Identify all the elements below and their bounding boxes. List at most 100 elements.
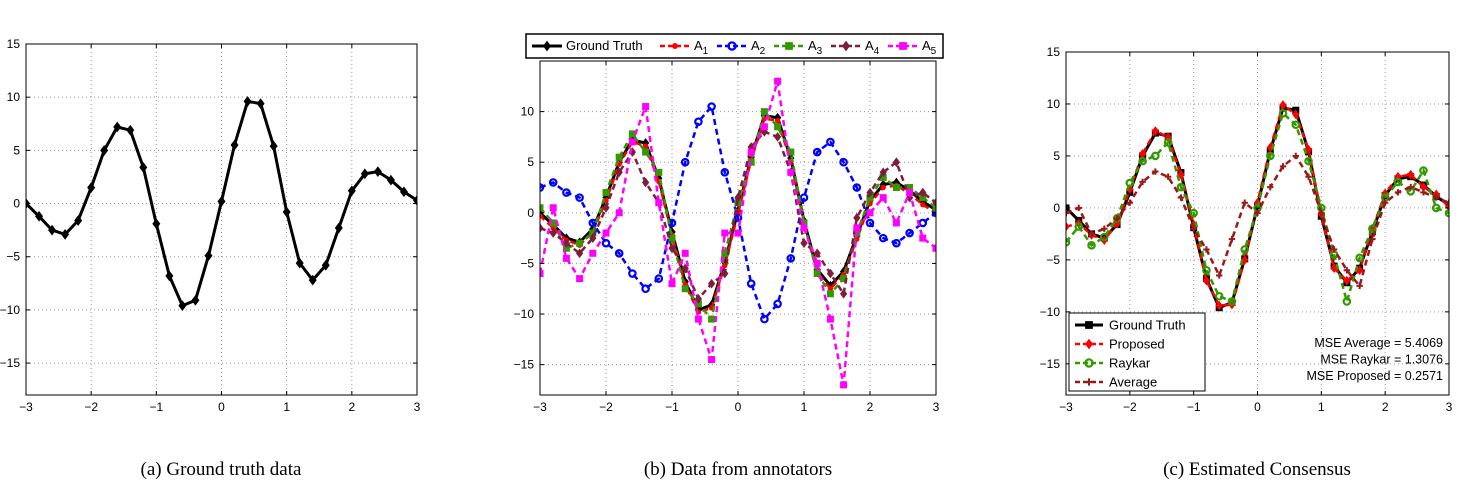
series-raykar xyxy=(1066,109,1449,307)
series-data xyxy=(26,96,417,311)
data-point xyxy=(615,209,623,217)
legend-marker xyxy=(1085,378,1093,386)
data-point xyxy=(540,204,544,212)
y-tick-label: 0 xyxy=(1053,201,1060,215)
data-point xyxy=(100,145,109,156)
data-point xyxy=(1113,215,1121,222)
data-point xyxy=(588,218,598,228)
legend-marker xyxy=(785,42,793,50)
data-point xyxy=(1087,241,1096,250)
x-tick-label: 2 xyxy=(867,400,874,414)
data-point xyxy=(787,168,795,176)
data-point xyxy=(562,238,571,249)
data-point xyxy=(812,147,822,157)
data-point xyxy=(540,183,545,192)
data-point xyxy=(707,278,716,289)
data-point xyxy=(152,218,161,230)
axes-box xyxy=(539,60,937,396)
data-point xyxy=(628,269,637,278)
data-point xyxy=(760,108,768,116)
data-point xyxy=(35,210,44,222)
legend-label: Average xyxy=(1109,375,1157,390)
data-point xyxy=(628,138,636,146)
data-point xyxy=(548,178,558,187)
data-point xyxy=(1152,168,1159,175)
data-point xyxy=(615,153,623,161)
y-tick-label: 15 xyxy=(7,37,21,51)
data-point xyxy=(865,218,875,228)
y-tick-label: −10 xyxy=(0,303,20,317)
data-point xyxy=(1215,300,1223,311)
legend-box xyxy=(525,33,944,59)
data-point xyxy=(1419,166,1428,175)
data-point xyxy=(589,249,597,257)
legend-label: Ground Truth xyxy=(566,38,643,53)
y-tick-label: −10 xyxy=(1040,305,1061,319)
legend: Ground Truth Proposed Raykar Average xyxy=(1068,312,1206,392)
y-tick-label: 5 xyxy=(1053,149,1060,163)
data-point xyxy=(892,219,900,227)
data-point xyxy=(655,168,663,176)
data-point xyxy=(1356,282,1363,290)
data-point xyxy=(721,229,729,237)
data-point xyxy=(800,238,808,249)
data-point xyxy=(1318,209,1325,217)
data-point xyxy=(1407,169,1415,180)
data-point xyxy=(708,356,716,364)
data-point xyxy=(866,209,874,217)
data-point xyxy=(892,157,901,168)
x-tick-label: 1 xyxy=(283,400,290,414)
data-point xyxy=(642,103,650,111)
data-point xyxy=(866,187,874,198)
x-tick-label: 2 xyxy=(348,400,355,414)
data-point xyxy=(295,257,304,269)
data-point xyxy=(1176,182,1186,192)
data-point xyxy=(1151,126,1159,136)
data-point xyxy=(919,187,927,198)
x-tick-label: 3 xyxy=(1446,400,1453,414)
data-point xyxy=(575,248,584,259)
x-tick-label: 2 xyxy=(1382,400,1389,414)
data-point xyxy=(1342,297,1352,306)
data-point xyxy=(575,193,584,202)
data-point xyxy=(602,229,610,237)
data-point xyxy=(1265,151,1275,161)
legend-marker xyxy=(543,40,551,52)
legend-marker xyxy=(672,43,678,49)
series-average xyxy=(1066,152,1449,290)
data-point xyxy=(1433,194,1440,201)
data-point xyxy=(694,315,702,323)
mse-annotation: MSE Proposed = 0.2571 xyxy=(1306,369,1443,383)
data-point xyxy=(165,270,174,282)
data-point xyxy=(655,199,663,207)
data-point xyxy=(680,157,690,167)
data-point xyxy=(540,213,543,219)
x-tick-label: 1 xyxy=(801,400,808,414)
data-point xyxy=(1216,272,1223,279)
data-point xyxy=(733,213,743,223)
data-point xyxy=(826,315,834,323)
data-point xyxy=(1202,265,1211,275)
data-point xyxy=(892,238,901,248)
x-tick-label: −2 xyxy=(599,400,613,414)
data-point xyxy=(256,98,265,109)
data-point xyxy=(1304,144,1313,155)
data-point xyxy=(321,259,330,271)
data-point xyxy=(1305,173,1312,180)
data-point xyxy=(308,274,317,286)
y-tick-label: 5 xyxy=(527,155,534,169)
data-point xyxy=(1164,173,1172,180)
data-point xyxy=(1074,222,1084,231)
data-point xyxy=(774,118,781,124)
data-point xyxy=(1343,275,1351,286)
data-point xyxy=(217,196,226,207)
data-point xyxy=(1240,245,1250,254)
y-tick-label: 10 xyxy=(7,90,21,104)
data-point xyxy=(1343,267,1351,274)
data-point xyxy=(880,184,886,191)
data-point xyxy=(1394,189,1402,196)
data-point xyxy=(878,233,888,243)
legend-marker xyxy=(727,41,737,51)
